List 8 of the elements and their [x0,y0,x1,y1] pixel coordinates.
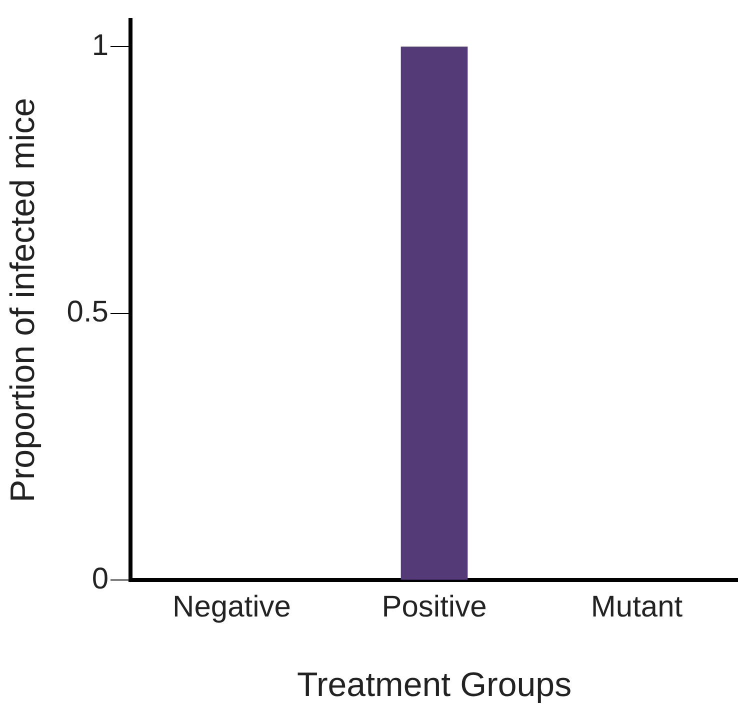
y-tick-label: 0.5 [66,296,109,329]
y-tick-label: 1 [92,28,109,62]
x-tick-label: Positive [382,590,487,624]
x-tick-label: Mutant [590,590,684,624]
y-tick-label: 0 [92,562,109,596]
x-axis-title: Treatment Groups [296,666,572,704]
y-axis-title: Proportion of infected mice [4,98,42,502]
x-tick-label: Negative [172,590,291,624]
